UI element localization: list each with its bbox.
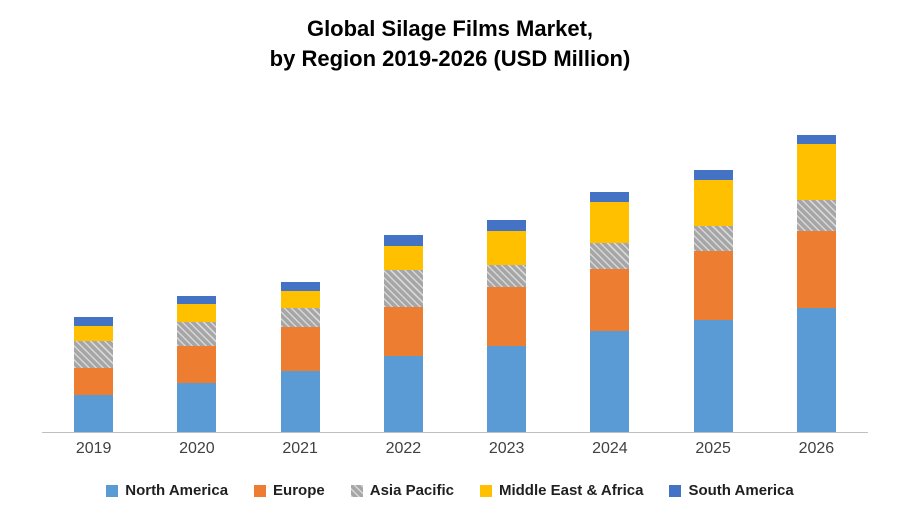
- bar-segment-2022-middle-east-africa: [383, 246, 423, 271]
- chart-title-line1: Global Silage Films Market,: [306, 16, 594, 41]
- bar-segment-2023-south-america: [487, 219, 527, 232]
- legend-swatch-south-america: [669, 484, 682, 497]
- bar-2025: [693, 108, 733, 432]
- legend-label-asia-pacific: Asia Pacific: [369, 482, 454, 499]
- x-tick-label-2026: 2026: [798, 440, 835, 457]
- legend-item-north-america: North America: [106, 482, 228, 499]
- bar-segment-2025-asia-pacific: [693, 225, 733, 252]
- bar-segment-2026-asia-pacific: [796, 200, 836, 231]
- x-tick-label-2021: 2021: [282, 440, 318, 457]
- legend-label-north-america: North America: [125, 482, 229, 499]
- bar-segment-2021-europe: [280, 327, 320, 371]
- x-tick-label-2020: 2020: [179, 440, 215, 457]
- bar-segment-2019-middle-east-africa: [74, 326, 114, 342]
- x-tick-label-2023: 2023: [488, 440, 525, 457]
- bar-segment-2026-middle-east-africa: [796, 144, 836, 201]
- bar-2021: [280, 108, 320, 432]
- legend-label-middle-east-africa: Middle East & Africa: [498, 482, 644, 499]
- legend-item-asia-pacific: Asia Pacific: [350, 482, 454, 499]
- legend-swatch-asia-pacific: [350, 484, 363, 497]
- bar-segment-2022-europe: [383, 306, 423, 356]
- bar-segment-2021-north-america: [280, 370, 320, 432]
- legend-item-middle-east-africa: Middle East & Africa: [479, 482, 644, 499]
- legend-swatch-middle-east-africa: [479, 484, 492, 497]
- bar-segment-2020-south-america: [177, 295, 217, 305]
- bar-2020: [177, 108, 217, 432]
- bar-segment-2024-north-america: [590, 331, 630, 432]
- bar-segment-2020-asia-pacific: [177, 321, 217, 347]
- bar-2023: [487, 108, 527, 432]
- bar-2026: [796, 108, 836, 432]
- bar-segment-2019-north-america: [74, 395, 114, 432]
- plot-wrap: [42, 108, 868, 433]
- plot-area: [42, 108, 868, 432]
- bar-segment-2021-middle-east-africa: [280, 290, 320, 308]
- chart-legend: North America Europe Asia Pacific Middle Ea…: [0, 482, 900, 499]
- x-axis-labels: 2019 2020 2021 2022 2023 2024 2025 2026: [42, 440, 868, 458]
- bar-segment-2023-asia-pacific: [487, 264, 527, 288]
- bar-segment-2022-asia-pacific: [383, 270, 423, 307]
- bar-2019: [74, 108, 114, 432]
- bar-segment-2023-europe: [487, 287, 527, 347]
- bar-segment-2020-north-america: [177, 382, 217, 432]
- bar-segment-2026-south-america: [796, 134, 836, 145]
- legend-swatch-europe: [254, 484, 267, 497]
- chart-title: Global Silage Films Market, by Region 20…: [0, 14, 900, 73]
- bar-segment-2021-asia-pacific: [280, 307, 320, 328]
- bar-segment-2019-south-america: [74, 316, 114, 327]
- bar-segment-2024-south-america: [590, 191, 630, 202]
- bar-segment-2023-north-america: [487, 346, 527, 432]
- bar-segment-2025-europe: [693, 251, 733, 321]
- legend-item-europe: Europe: [254, 482, 325, 499]
- bar-segment-2024-europe: [590, 268, 630, 332]
- legend-label-europe: Europe: [273, 482, 325, 499]
- legend-label-south-america: South America: [688, 482, 794, 499]
- x-tick-label-2025: 2025: [695, 440, 731, 457]
- bar-segment-2022-north-america: [383, 355, 423, 432]
- legend-swatch-north-america: [106, 484, 119, 497]
- bar-segment-2023-middle-east-africa: [487, 231, 527, 265]
- chart-title-line2: by Region 2019-2026 (USD Million): [269, 45, 631, 71]
- x-tick-label-2019: 2019: [75, 440, 112, 457]
- bar-segment-2021-south-america: [280, 281, 320, 291]
- bar-segment-2025-south-america: [693, 169, 733, 180]
- x-tick-label-2024: 2024: [592, 440, 628, 457]
- bar-2022: [383, 108, 423, 432]
- bar-segment-2026-north-america: [796, 308, 836, 432]
- bar-segment-2024-middle-east-africa: [590, 201, 630, 244]
- bar-segment-2026-europe: [796, 230, 836, 309]
- bar-2024: [590, 108, 630, 432]
- bar-segment-2019-asia-pacific: [74, 341, 114, 369]
- bar-segment-2025-middle-east-africa: [693, 179, 733, 226]
- bar-segment-2019-europe: [74, 368, 114, 396]
- bar-segment-2020-middle-east-africa: [177, 304, 217, 322]
- bar-segment-2020-europe: [177, 346, 217, 383]
- legend-item-south-america: South America: [669, 482, 794, 499]
- bar-segment-2022-south-america: [383, 235, 423, 247]
- bar-segment-2025-north-america: [693, 320, 733, 432]
- bar-segment-2024-asia-pacific: [590, 243, 630, 269]
- x-tick-label-2022: 2022: [385, 440, 422, 457]
